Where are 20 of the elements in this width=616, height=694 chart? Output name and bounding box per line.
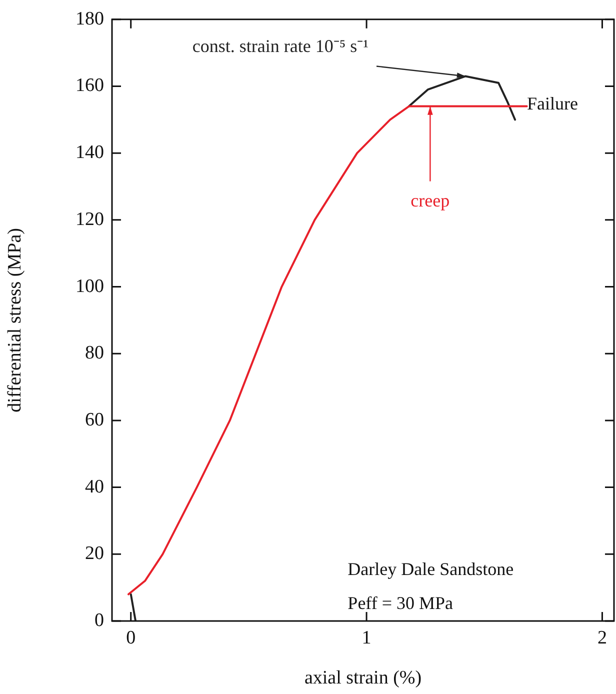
y-tick-label: 20 xyxy=(85,543,104,564)
annotation: creep xyxy=(410,190,450,210)
y-tick-label: 120 xyxy=(76,208,104,230)
annotation: Failure xyxy=(527,94,578,114)
x-axis-title: axial strain (%) xyxy=(304,668,422,689)
y-tick-label: 40 xyxy=(85,476,104,498)
x-tick-label: 2 xyxy=(597,627,607,648)
annotation: Darley Dale Sandstone xyxy=(348,559,514,579)
y-tick-label: 80 xyxy=(85,342,104,364)
y-tick-label: 100 xyxy=(76,276,104,297)
y-tick-label: 0 xyxy=(94,610,104,631)
x-tick-label: 0 xyxy=(126,627,136,648)
y-axis-title: differential stress (MPa) xyxy=(4,228,26,412)
y-tick-label: 140 xyxy=(76,142,104,164)
x-tick-label: 1 xyxy=(362,627,372,648)
y-tick-label: 60 xyxy=(85,409,104,430)
y-tick-label: 180 xyxy=(76,8,104,30)
annotation: Peff = 30 MPa xyxy=(348,593,454,613)
annotation: const. strain rate 10⁻⁵ s⁻¹ xyxy=(192,36,369,56)
y-tick-label: 160 xyxy=(76,75,104,96)
